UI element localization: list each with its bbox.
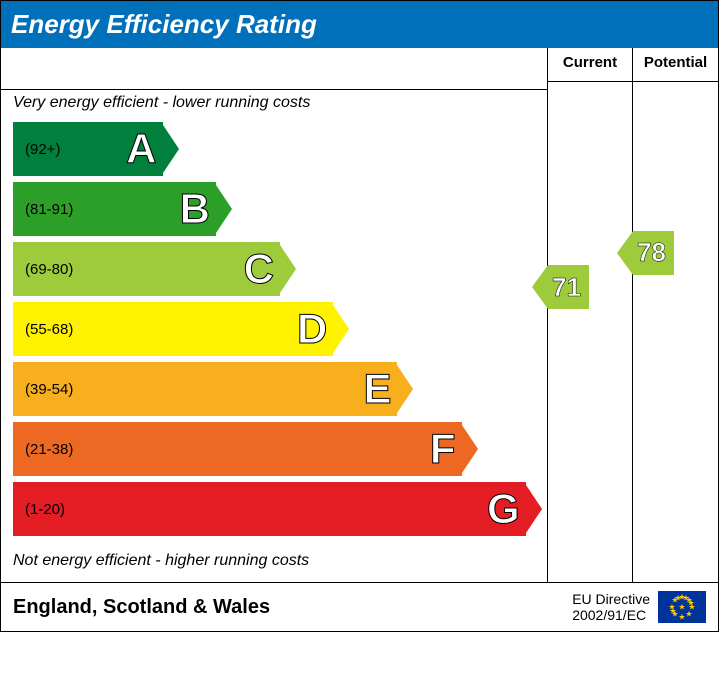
band-arrow-icon bbox=[161, 122, 179, 176]
potential-pointer: 78 bbox=[617, 231, 674, 275]
band-bar: (1-20) G bbox=[13, 482, 526, 536]
note-bottom: Not energy efficient - higher running co… bbox=[1, 548, 547, 574]
band-letter: C bbox=[244, 245, 274, 293]
potential-header: Potential bbox=[633, 48, 718, 82]
band-g: (1-20) G bbox=[13, 482, 547, 536]
band-d: (55-68) D bbox=[13, 302, 547, 356]
title-bar: Energy Efficiency Rating bbox=[1, 1, 718, 48]
band-e: (39-54) E bbox=[13, 362, 547, 416]
band-bar: (81-91) B bbox=[13, 182, 216, 236]
band-range: (81-91) bbox=[13, 201, 73, 218]
current-pointer-arrow-icon bbox=[532, 265, 548, 309]
band-c: (69-80) C bbox=[13, 242, 547, 296]
epc-container: Energy Efficiency Rating Very energy eff… bbox=[0, 0, 719, 632]
potential-column: Potential 78 bbox=[633, 48, 718, 582]
potential-pointer-arrow-icon bbox=[617, 231, 633, 275]
chart-grid: Very energy efficient - lower running co… bbox=[1, 48, 718, 582]
directive-block: EU Directive 2002/91/EC bbox=[572, 591, 706, 623]
current-value: 71 bbox=[548, 265, 589, 309]
chart-header-spacer bbox=[1, 56, 547, 90]
band-letter: B bbox=[180, 185, 210, 233]
band-range: (39-54) bbox=[13, 381, 73, 398]
band-arrow-icon bbox=[278, 242, 296, 296]
band-bar: (55-68) D bbox=[13, 302, 333, 356]
band-letter: E bbox=[363, 365, 391, 413]
region-text: England, Scotland & Wales bbox=[13, 596, 270, 619]
band-letter: A bbox=[126, 125, 156, 173]
band-bar: (39-54) E bbox=[13, 362, 397, 416]
band-range: (69-80) bbox=[13, 261, 73, 278]
band-a: (92+) A bbox=[13, 122, 547, 176]
current-header: Current bbox=[548, 48, 632, 82]
footer: England, Scotland & Wales EU Directive 2… bbox=[1, 582, 718, 631]
band-arrow-icon bbox=[331, 302, 349, 356]
band-b: (81-91) B bbox=[13, 182, 547, 236]
directive-line2: 2002/91/EC bbox=[572, 607, 650, 623]
band-arrow-icon bbox=[395, 362, 413, 416]
band-range: (21-38) bbox=[13, 441, 73, 458]
eu-flag-icon bbox=[658, 591, 706, 623]
note-top: Very energy efficient - lower running co… bbox=[1, 90, 547, 116]
potential-value: 78 bbox=[633, 231, 674, 275]
band-range: (1-20) bbox=[13, 501, 65, 518]
band-bar: (69-80) C bbox=[13, 242, 280, 296]
band-bar: (21-38) F bbox=[13, 422, 462, 476]
directive-line1: EU Directive bbox=[572, 591, 650, 607]
band-f: (21-38) F bbox=[13, 422, 547, 476]
band-letter: G bbox=[487, 485, 520, 533]
current-column: Current 71 bbox=[548, 48, 633, 582]
band-arrow-icon bbox=[460, 422, 478, 476]
chart-column: Very energy efficient - lower running co… bbox=[1, 48, 548, 582]
band-arrow-icon bbox=[214, 182, 232, 236]
directive-text: EU Directive 2002/91/EC bbox=[572, 591, 650, 623]
band-range: (92+) bbox=[13, 141, 60, 158]
band-letter: F bbox=[430, 425, 456, 473]
bands-area: (92+) A (81-91) B (69-80) C (55-68) D (39-54) E (2… bbox=[1, 116, 547, 548]
band-bar: (92+) A bbox=[13, 122, 163, 176]
band-letter: D bbox=[297, 305, 327, 353]
band-range: (55-68) bbox=[13, 321, 73, 338]
band-arrow-icon bbox=[524, 482, 542, 536]
current-pointer: 71 bbox=[532, 265, 589, 309]
